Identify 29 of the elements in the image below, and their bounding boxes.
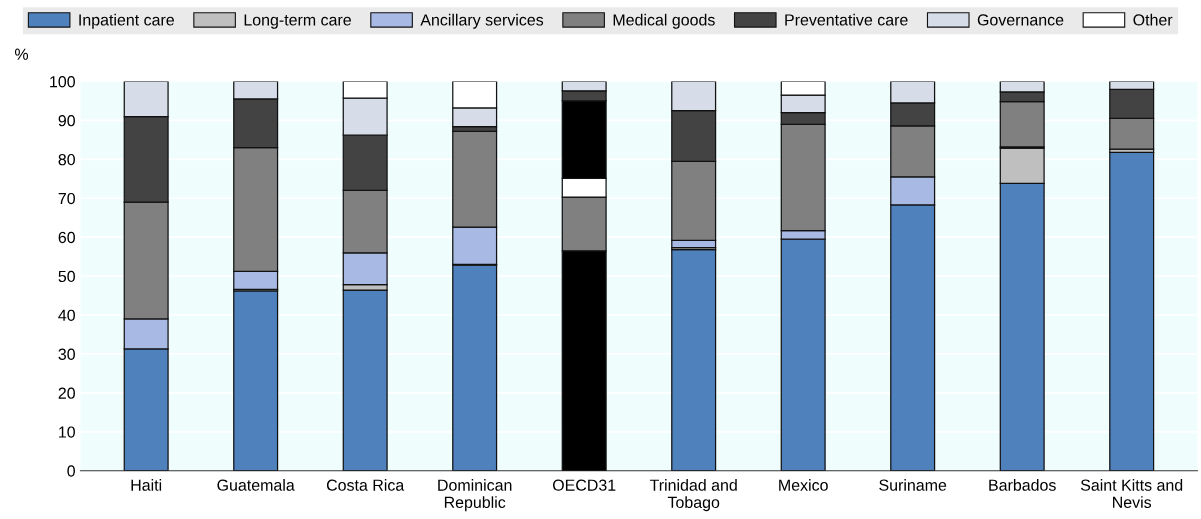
x-tick-label: Dominican Republic: [438, 479, 512, 512]
y-axis-title: %: [14, 48, 29, 60]
legend-label: Long-term care: [244, 14, 351, 29]
y-tick-label: 50: [58, 270, 75, 283]
x-tick-label: Trinidad and Tobago: [649, 479, 737, 512]
y-tick-label: 0: [67, 465, 75, 477]
x-tick-label: Costa Rica: [326, 479, 405, 491]
y-tick-label: 40: [58, 309, 75, 321]
legend-label: Preventative care: [785, 13, 908, 26]
x-tick-label: Saint Kitts and Nevis: [1080, 479, 1183, 508]
legend-label: Medical goods: [613, 13, 715, 29]
legend-label: Inpatient care: [79, 13, 174, 29]
y-tick-label: 90: [58, 115, 75, 127]
y-tick-label: 20: [58, 387, 75, 399]
y-tick-label: 30: [58, 348, 75, 360]
x-tick-label: OECD31: [552, 479, 616, 491]
y-tick-label: 80: [58, 153, 75, 166]
y-tick-label: 60: [58, 231, 75, 244]
x-tick-label: Guatemala: [217, 479, 295, 491]
y-tick-label: 100: [50, 76, 75, 88]
x-tick-label: Mexico: [779, 479, 828, 491]
x-tick-label: Barbados: [989, 479, 1056, 491]
legend-label: Other: [1133, 13, 1173, 26]
y-tick-label: 70: [58, 192, 75, 205]
legend-label: Governance: [977, 14, 1064, 26]
x-tick-label: Haiti: [131, 479, 162, 491]
legend-label: Ancillary services: [420, 13, 544, 29]
x-tick-label: Suriname: [879, 479, 947, 491]
y-tick-label: 10: [59, 426, 75, 438]
